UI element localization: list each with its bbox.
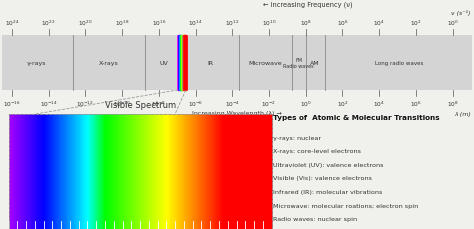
Text: $10^{20}$: $10^{20}$ [78,18,92,27]
Text: $10^{2}$: $10^{2}$ [337,99,348,108]
Text: Increasing Wavelength (λ) →: Increasing Wavelength (λ) → [192,111,282,115]
Text: $10^{-10}$: $10^{-10}$ [113,99,131,108]
Text: X-rays: X-rays [99,61,119,65]
Text: $10^{18}$: $10^{18}$ [115,18,129,27]
Text: $10^{16}$: $10^{16}$ [152,18,166,27]
Text: λ (m): λ (m) [454,112,471,117]
Text: IR: IR [208,61,214,65]
Text: $10^{-14}$: $10^{-14}$ [40,99,57,108]
Text: $10^{-2}$: $10^{-2}$ [261,99,277,108]
Text: Infrared (IR): molecular vibrations: Infrared (IR): molecular vibrations [273,189,382,194]
Text: ν (s⁻¹): ν (s⁻¹) [451,10,471,16]
Text: $10^{12}$: $10^{12}$ [225,18,239,27]
Text: $10^{8}$: $10^{8}$ [300,18,311,27]
Text: $10^{4}$: $10^{4}$ [373,99,385,108]
Text: $10^{-16}$: $10^{-16}$ [3,99,21,108]
Text: Types of  Atomic & Molecular Transitions: Types of Atomic & Molecular Transitions [273,114,439,120]
Text: $10^{-8}$: $10^{-8}$ [151,99,166,108]
Text: $10^{0}$: $10^{0}$ [447,18,459,27]
Text: Ultraviolet (UV): valence electrons: Ultraviolet (UV): valence electrons [273,162,383,167]
Text: $10^{0}$: $10^{0}$ [300,99,312,108]
Text: Radio waves: nuclear spin: Radio waves: nuclear spin [273,216,356,221]
Text: Microwave: Microwave [249,61,282,65]
Text: Long radio waves: Long radio waves [375,61,424,65]
Text: $10^{14}$: $10^{14}$ [188,18,203,27]
Text: AM: AM [310,61,320,65]
Text: $10^{2}$: $10^{2}$ [410,18,422,27]
Text: $10^{6}$: $10^{6}$ [337,18,348,27]
Text: $10^{4}$: $10^{4}$ [373,18,385,27]
Text: $10^{-6}$: $10^{-6}$ [188,99,203,108]
Text: $10^{6}$: $10^{6}$ [410,99,422,108]
Text: $10^{10}$: $10^{10}$ [262,18,276,27]
Text: $10^{22}$: $10^{22}$ [41,18,56,27]
Text: X-rays: core-level electrons: X-rays: core-level electrons [273,149,361,154]
Text: ← Increasing Frequency (ν): ← Increasing Frequency (ν) [263,2,353,8]
Text: γ-rays: nuclear: γ-rays: nuclear [273,135,321,140]
Text: $10^{8}$: $10^{8}$ [447,99,458,108]
Text: Visible Spectrum: Visible Spectrum [104,101,176,110]
FancyBboxPatch shape [2,36,472,90]
Text: UV: UV [159,61,168,65]
Text: $10^{24}$: $10^{24}$ [5,18,19,27]
Text: FM
Radio waves: FM Radio waves [283,57,314,69]
Text: $10^{-12}$: $10^{-12}$ [76,99,94,108]
Text: $10^{-4}$: $10^{-4}$ [225,99,240,108]
Text: Visible (Vis): valence electrons: Visible (Vis): valence electrons [273,176,372,181]
Text: γ-rays: γ-rays [27,61,46,65]
Text: Microwave: molecular roations; electron spin: Microwave: molecular roations; electron … [273,203,418,208]
